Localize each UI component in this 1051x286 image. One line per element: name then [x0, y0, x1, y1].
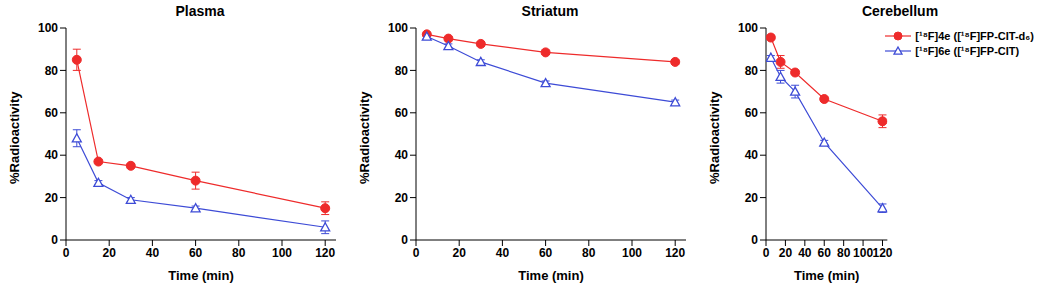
svg-text:40: 40	[146, 246, 160, 260]
svg-text:40: 40	[745, 148, 759, 162]
svg-text:0: 0	[413, 246, 420, 260]
svg-text:100: 100	[622, 246, 642, 260]
svg-text:120: 120	[872, 246, 892, 260]
svg-text:120: 120	[665, 246, 685, 260]
html-text:Cerebellum: Cerebellum	[861, 3, 939, 19]
svg-text:%Radioactivity: %Radioactivity	[357, 91, 372, 184]
html-text:[¹⁸F]4e ([¹⁸F]FP-CIT-d₆): [¹⁸F]4e ([¹⁸F]FP-CIT-d₆)	[915, 30, 1034, 42]
svg-text:%Radioactivity: %Radioactivity	[707, 91, 722, 184]
svg-text:40: 40	[496, 246, 510, 260]
svg-text:20: 20	[779, 246, 793, 260]
svg-text:100: 100	[388, 22, 408, 35]
svg-text:40: 40	[395, 148, 409, 162]
svg-text:40: 40	[798, 246, 812, 260]
svg-text:80: 80	[837, 246, 851, 260]
html-text:Plasma: Plasma	[175, 3, 225, 19]
svg-text:0: 0	[763, 246, 770, 260]
svg-text:80: 80	[395, 64, 409, 78]
svg-text:60: 60	[818, 246, 832, 260]
svg-text:80: 80	[582, 246, 596, 260]
svg-text:40: 40	[45, 148, 59, 162]
svg-text:60: 60	[45, 106, 59, 120]
svg-text:20: 20	[745, 191, 759, 205]
svg-text:0: 0	[51, 233, 58, 247]
svg-text:60: 60	[539, 246, 553, 260]
svg-text:20: 20	[395, 191, 409, 205]
svg-text:100: 100	[272, 246, 292, 260]
svg-text:60: 60	[395, 106, 409, 120]
svg-text:60: 60	[189, 246, 203, 260]
svg-text:Time (min): Time (min)	[794, 268, 860, 283]
svg-text:Time (min): Time (min)	[518, 268, 584, 283]
svg-text:80: 80	[745, 64, 759, 78]
svg-text:20: 20	[103, 246, 117, 260]
svg-text:20: 20	[45, 191, 59, 205]
svg-text:0: 0	[401, 233, 408, 247]
svg-text:80: 80	[45, 64, 59, 78]
svg-text:100: 100	[853, 246, 873, 260]
svg-text:20: 20	[453, 246, 467, 260]
svg-text:0: 0	[63, 246, 70, 260]
svg-text:80: 80	[232, 246, 246, 260]
svg-text:Time (min): Time (min)	[168, 268, 234, 283]
svg-text:%Radioactivity: %Radioactivity	[8, 91, 22, 184]
svg-text:100: 100	[738, 22, 758, 35]
svg-text:0: 0	[751, 233, 758, 247]
svg-text:60: 60	[745, 106, 759, 120]
svg-text:120: 120	[315, 246, 335, 260]
svg-text:100: 100	[38, 22, 58, 35]
html-text:Striatum: Striatum	[521, 3, 579, 19]
html-text:[¹⁸F]6e ([¹⁸F]FP-CIT): [¹⁸F]6e ([¹⁸F]FP-CIT)	[915, 45, 1020, 57]
